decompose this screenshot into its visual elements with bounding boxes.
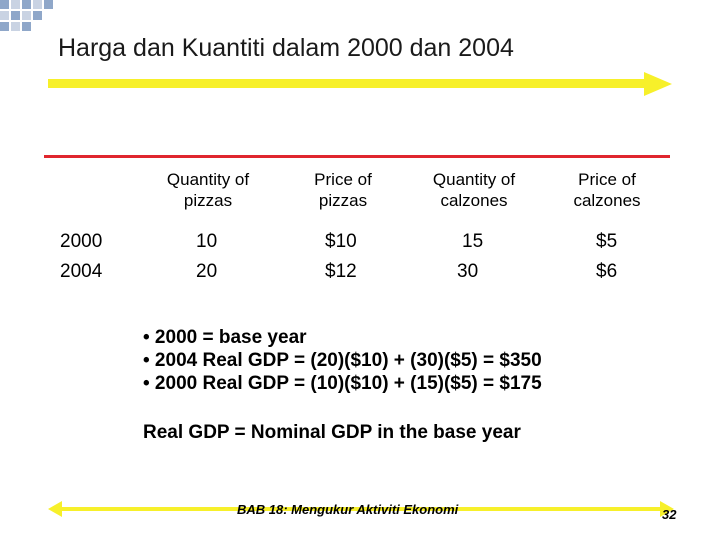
row-year-2000: 2000 — [60, 231, 103, 252]
header-price-calzones: Price of calzones — [573, 170, 641, 210]
cell-2000-qty-calzones: 15 — [462, 231, 484, 252]
yellow-arrow — [48, 72, 672, 96]
cell-2000-qty-pizzas: 10 — [196, 231, 218, 252]
header-quantity-pizzas: Quantity of pizzas — [166, 170, 250, 210]
cell-2004-qty-calzones: 30 — [457, 261, 479, 282]
header-quantity-calzones: Quantity of calzones — [432, 170, 516, 210]
slide-title: Harga dan Kuantiti dalam 2000 dan 2004 — [58, 34, 514, 62]
red-divider — [44, 155, 670, 158]
bullet-real-gdp-2000: • 2000 Real GDP = (10)($10) + (15)($5) =… — [143, 373, 542, 394]
decorative-squares — [0, 0, 53, 31]
cell-2000-price-pizzas: $10 — [325, 231, 357, 252]
bullet-real-gdp-2004: • 2004 Real GDP = (20)($10) + (30)($5) =… — [143, 350, 542, 371]
row-year-2004: 2004 — [60, 261, 103, 282]
page-number: 32 — [662, 507, 677, 522]
cell-2004-qty-pizzas: 20 — [196, 261, 218, 282]
footer-chapter-text: BAB 18: Mengukur Aktiviti Ekonomi — [237, 502, 459, 517]
bullet-base-year: • 2000 = base year — [143, 327, 307, 348]
cell-2000-price-calzones: $5 — [596, 231, 618, 252]
header-price-pizzas: Price of pizzas — [314, 170, 372, 210]
cell-2004-price-pizzas: $12 — [325, 261, 357, 282]
cell-2004-price-calzones: $6 — [596, 261, 618, 282]
bullet-list: • 2000 = base year • 2004 Real GDP = (20… — [143, 326, 542, 395]
conclusion-statement: Real GDP = Nominal GDP in the base year — [143, 422, 521, 443]
yellow-double-arrow — [48, 501, 674, 517]
